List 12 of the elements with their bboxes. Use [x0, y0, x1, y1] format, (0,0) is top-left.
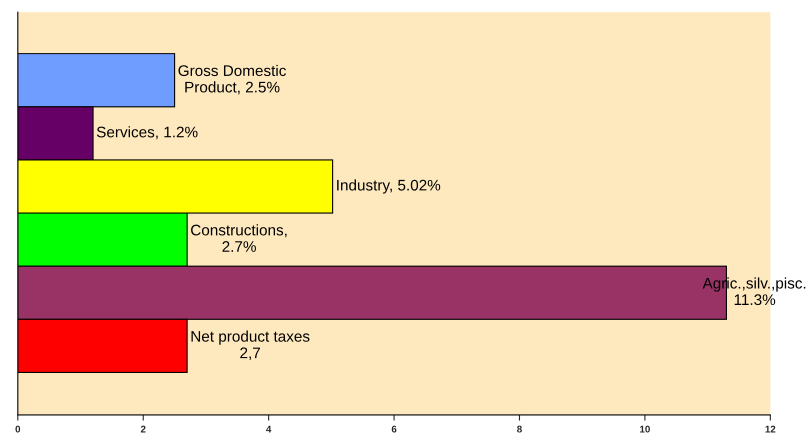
x-tick-label: 10 [640, 426, 650, 433]
x-tick-label: 6 [392, 426, 396, 433]
data-label: Services, 1.2% [96, 126, 198, 140]
x-tick-label: 8 [517, 426, 522, 433]
data-label: Gross Domestic Product, 2.5% [178, 64, 286, 94]
x-tick-label: 12 [766, 426, 776, 432]
data-label: Constructions, 2.7% [191, 224, 287, 252]
data-label: Industry, 5.02% [337, 179, 440, 194]
x-tick-label: 0 [16, 426, 20, 433]
x-tick-label: 4 [266, 426, 272, 432]
x-tick-label: 2 [140, 426, 146, 432]
data-label: Net product taxes 2,7 [192, 330, 310, 360]
